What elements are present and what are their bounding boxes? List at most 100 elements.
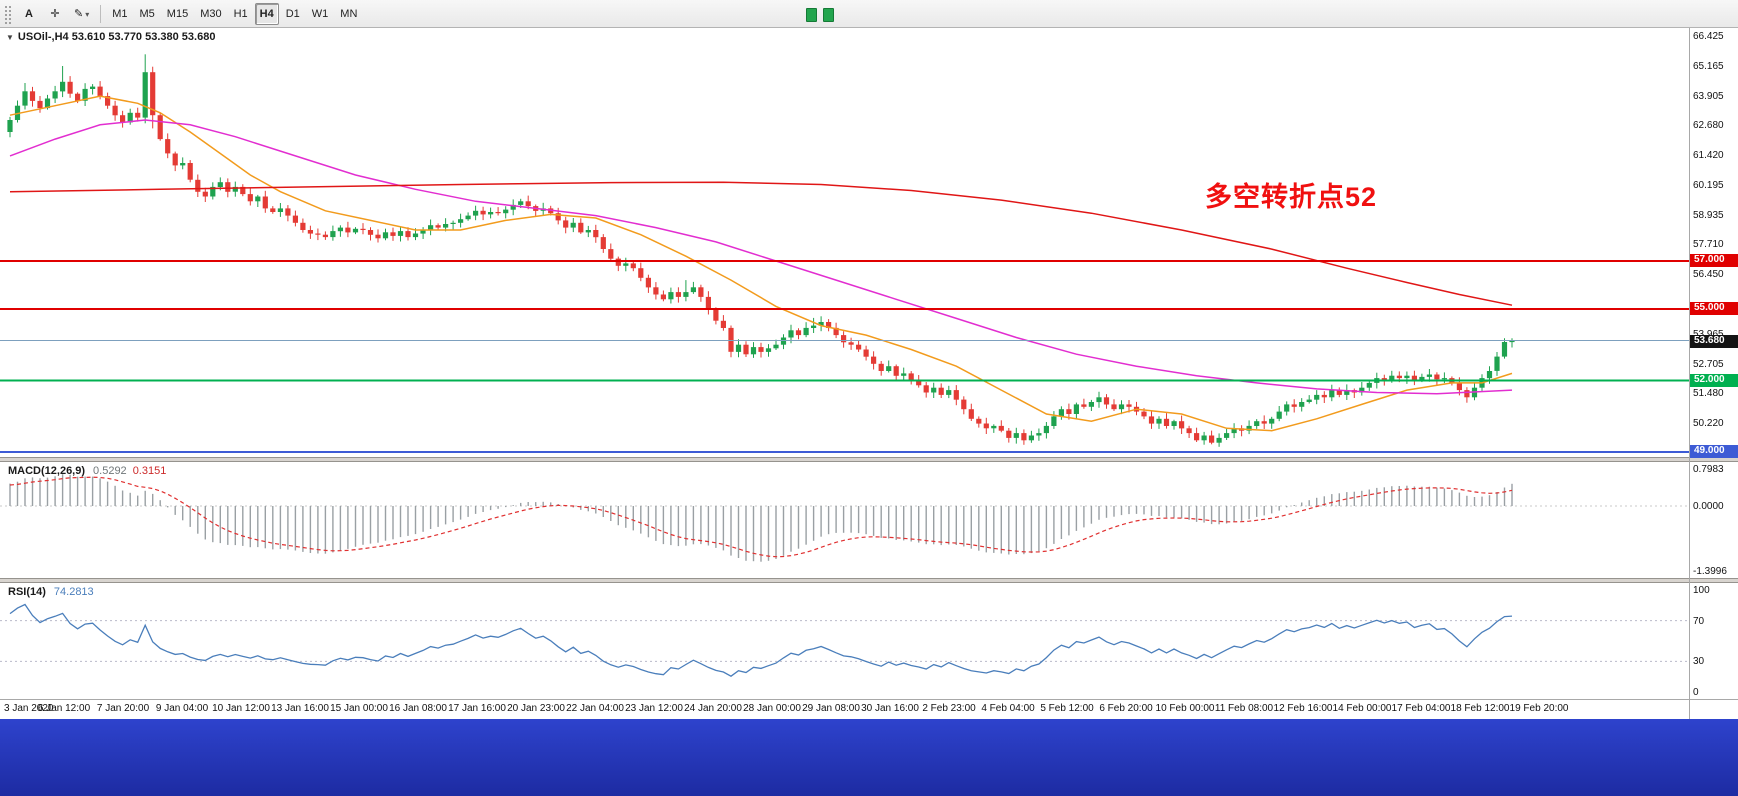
timeframe-button-group: M1 M5 M15 M30 H1 H4 D1 W1 MN bbox=[106, 2, 363, 25]
macd-label: MACD(12,26,9) 0.5292 0.3151 bbox=[8, 465, 166, 477]
rsi-chart bbox=[0, 603, 1689, 677]
time-label: 29 Jan 08:00 bbox=[802, 703, 860, 714]
timeframe-button-m30[interactable]: M30 bbox=[195, 3, 226, 25]
time-label: 3 Jan 2020 bbox=[4, 703, 54, 714]
timeframe-button-h4[interactable]: H4 bbox=[254, 2, 279, 25]
main-chart-panel bbox=[0, 28, 1738, 457]
timeframe-button-m15[interactable]: M15 bbox=[162, 3, 193, 25]
time-label: 19 Feb 20:00 bbox=[1509, 703, 1569, 714]
price-tick: 65.165 bbox=[1693, 60, 1724, 72]
price-tick: 56.450 bbox=[1693, 269, 1724, 281]
tool-button-group: A ✛ ✎ ▾ bbox=[16, 2, 95, 25]
time-axis[interactable]: 3 Jan 2020 6 Jan 12:00 7 Jan 20:00 9 Jan 04… bbox=[0, 699, 1738, 719]
chart-dropdown-arrow[interactable]: ▼ bbox=[6, 33, 14, 42]
panel-splitter-1[interactable] bbox=[0, 457, 1738, 462]
price-tick: 66.425 bbox=[1693, 30, 1724, 42]
cursor-tool-button[interactable]: A bbox=[17, 3, 41, 25]
price-tick: 58.935 bbox=[1693, 209, 1724, 221]
toolbar-drag-handle[interactable] bbox=[3, 3, 12, 24]
macd-histogram bbox=[9, 474, 1513, 562]
panel-splitter-2[interactable] bbox=[0, 578, 1738, 583]
toolbar-separator bbox=[100, 4, 102, 23]
time-label: 14 Feb 00:00 bbox=[1332, 703, 1392, 714]
time-label: 11 Feb 08:00 bbox=[1214, 703, 1274, 714]
macd-chart bbox=[0, 474, 1689, 562]
macd-axis-tick: -1.3996 bbox=[1693, 566, 1727, 577]
time-label: 2 Feb 23:00 bbox=[922, 703, 976, 714]
price-tick: 51.480 bbox=[1693, 387, 1724, 399]
rsi-panel: RSI(14) 74.2813 bbox=[0, 583, 1738, 699]
draw-tool-button[interactable]: ✎ ▾ bbox=[69, 2, 94, 24]
price-tick: 53.965 bbox=[1693, 328, 1724, 340]
candlestick-chart bbox=[0, 54, 1689, 454]
time-label: 16 Jan 08:00 bbox=[389, 703, 447, 714]
time-label: 22 Jan 04:00 bbox=[566, 703, 624, 714]
time-label: 9 Jan 04:00 bbox=[155, 703, 209, 714]
toolbar-green-marker-2[interactable] bbox=[823, 8, 834, 22]
time-label: 6 Jan 12:00 bbox=[37, 703, 91, 714]
price-tick: 52.705 bbox=[1693, 358, 1724, 370]
ma-slow-line bbox=[9, 181, 1513, 306]
time-label: 17 Feb 04:00 bbox=[1391, 703, 1451, 714]
rsi-name: RSI(14) bbox=[8, 586, 46, 598]
macd-name: MACD(12,26,9) bbox=[8, 465, 86, 477]
timeframe-button-w1[interactable]: W1 bbox=[307, 3, 334, 25]
chevron-down-icon: ▾ bbox=[85, 9, 90, 19]
price-tick: 62.680 bbox=[1693, 120, 1724, 132]
candlestick-series bbox=[7, 54, 1515, 447]
timeframe-button-mn[interactable]: MN bbox=[335, 3, 362, 25]
rsi-line bbox=[9, 603, 1513, 677]
rsi-axis-tick: 100 bbox=[1693, 585, 1710, 596]
hline-badge-52.000: 52.000 bbox=[1690, 373, 1738, 387]
time-label: 15 Jan 00:00 bbox=[330, 703, 388, 714]
timeframe-button-m1[interactable]: M1 bbox=[107, 3, 132, 25]
timeframe-button-m5[interactable]: M5 bbox=[135, 3, 160, 25]
time-label: 6 Feb 20:00 bbox=[1099, 703, 1153, 714]
macd-axis-tick: 0.0000 bbox=[1693, 501, 1724, 513]
price-tick: 60.195 bbox=[1693, 179, 1724, 191]
time-label: 10 Feb 00:00 bbox=[1155, 703, 1215, 714]
hline-badge-55.000: 55.000 bbox=[1690, 301, 1738, 315]
timeframe-button-h1[interactable]: H1 bbox=[229, 3, 253, 25]
macd-signal-line bbox=[9, 476, 1513, 558]
time-label: 20 Jan 23:00 bbox=[507, 703, 565, 714]
macd-main-value: 0.5292 bbox=[93, 465, 127, 477]
chart-header: ▼ USOil-,H4 53.610 53.770 53.380 53.680 bbox=[6, 31, 215, 43]
time-label: 28 Jan 00:00 bbox=[743, 703, 801, 714]
time-label: 4 Feb 04:00 bbox=[981, 703, 1035, 714]
hline-badge-57.000: 57.000 bbox=[1690, 254, 1738, 268]
symbol-ohlc-label: USOil-,H4 53.610 53.770 53.380 53.680 bbox=[17, 31, 216, 43]
macd-panel: MACD(12,26,9) 0.5292 0.3151 bbox=[0, 462, 1738, 578]
time-label: 13 Jan 16:00 bbox=[271, 703, 329, 714]
ma-fast-line bbox=[9, 95, 1513, 432]
time-label: 12 Feb 16:00 bbox=[1273, 703, 1333, 714]
rsi-value: 74.2813 bbox=[53, 586, 94, 598]
time-label: 5 Feb 12:00 bbox=[1040, 703, 1094, 714]
time-label: 30 Jan 16:00 bbox=[861, 703, 919, 714]
rsi-axis-tick: 0 bbox=[1693, 687, 1699, 698]
chart-annotation[interactable]: 多空转折点52 bbox=[1205, 182, 1378, 212]
toolbar-green-marker-1[interactable] bbox=[806, 8, 817, 22]
rsi-axis-tick: 70 bbox=[1693, 615, 1705, 627]
axis-separator-line bbox=[1689, 28, 1690, 719]
macd-signal-value: 0.3151 bbox=[132, 465, 167, 477]
bottom-blue-bar bbox=[0, 719, 1738, 796]
price-tick: 63.905 bbox=[1693, 90, 1724, 102]
rsi-axis-tick: 30 bbox=[1693, 656, 1705, 668]
time-label: 17 Jan 16:00 bbox=[448, 703, 506, 714]
time-label: 7 Jan 20:00 bbox=[96, 703, 150, 714]
bid-price-badge: 53.680 bbox=[1690, 335, 1738, 349]
toolbar: A ✛ ✎ ▾ M1 M5 M15 M30 H1 H4 D1 W1 MN bbox=[0, 0, 1738, 28]
time-label: 23 Jan 12:00 bbox=[625, 703, 683, 714]
price-tick: 50.220 bbox=[1693, 418, 1724, 430]
hline-badge-49.000: 49.000 bbox=[1690, 445, 1738, 459]
time-label: 10 Jan 12:00 bbox=[212, 703, 270, 714]
price-tick: 61.420 bbox=[1693, 150, 1724, 162]
crosshair-tool-button[interactable]: ✛ bbox=[43, 2, 67, 24]
price-tick: 57.710 bbox=[1693, 239, 1724, 251]
time-label: 24 Jan 20:00 bbox=[684, 703, 742, 714]
timeframe-button-d1[interactable]: D1 bbox=[281, 3, 305, 25]
time-label: 18 Feb 12:00 bbox=[1450, 703, 1510, 714]
macd-axis-tick: 0.7983 bbox=[1693, 464, 1724, 475]
